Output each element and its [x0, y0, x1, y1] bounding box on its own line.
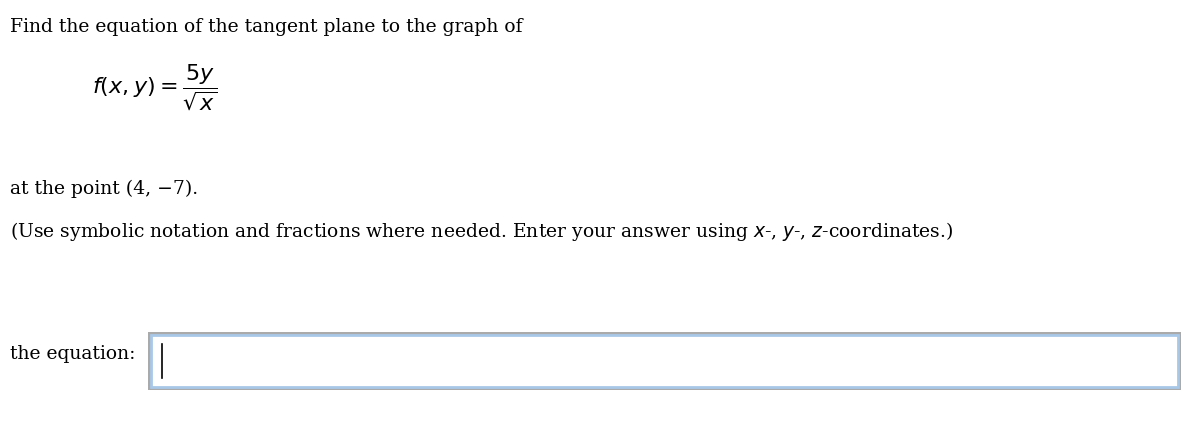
FancyBboxPatch shape — [151, 335, 1178, 387]
FancyBboxPatch shape — [156, 340, 1174, 382]
Text: at the point (4, −7).: at the point (4, −7). — [10, 180, 198, 198]
Text: (Use symbolic notation and fractions where needed. Enter your answer using $x$-,: (Use symbolic notation and fractions whe… — [10, 220, 954, 243]
Text: $f(x, y) = \dfrac{5y}{\sqrt{x}}$: $f(x, y) = \dfrac{5y}{\sqrt{x}}$ — [92, 62, 217, 112]
Text: Find the equation of the tangent plane to the graph of: Find the equation of the tangent plane t… — [10, 18, 522, 36]
FancyBboxPatch shape — [148, 332, 1181, 390]
Text: the equation:: the equation: — [10, 345, 136, 363]
